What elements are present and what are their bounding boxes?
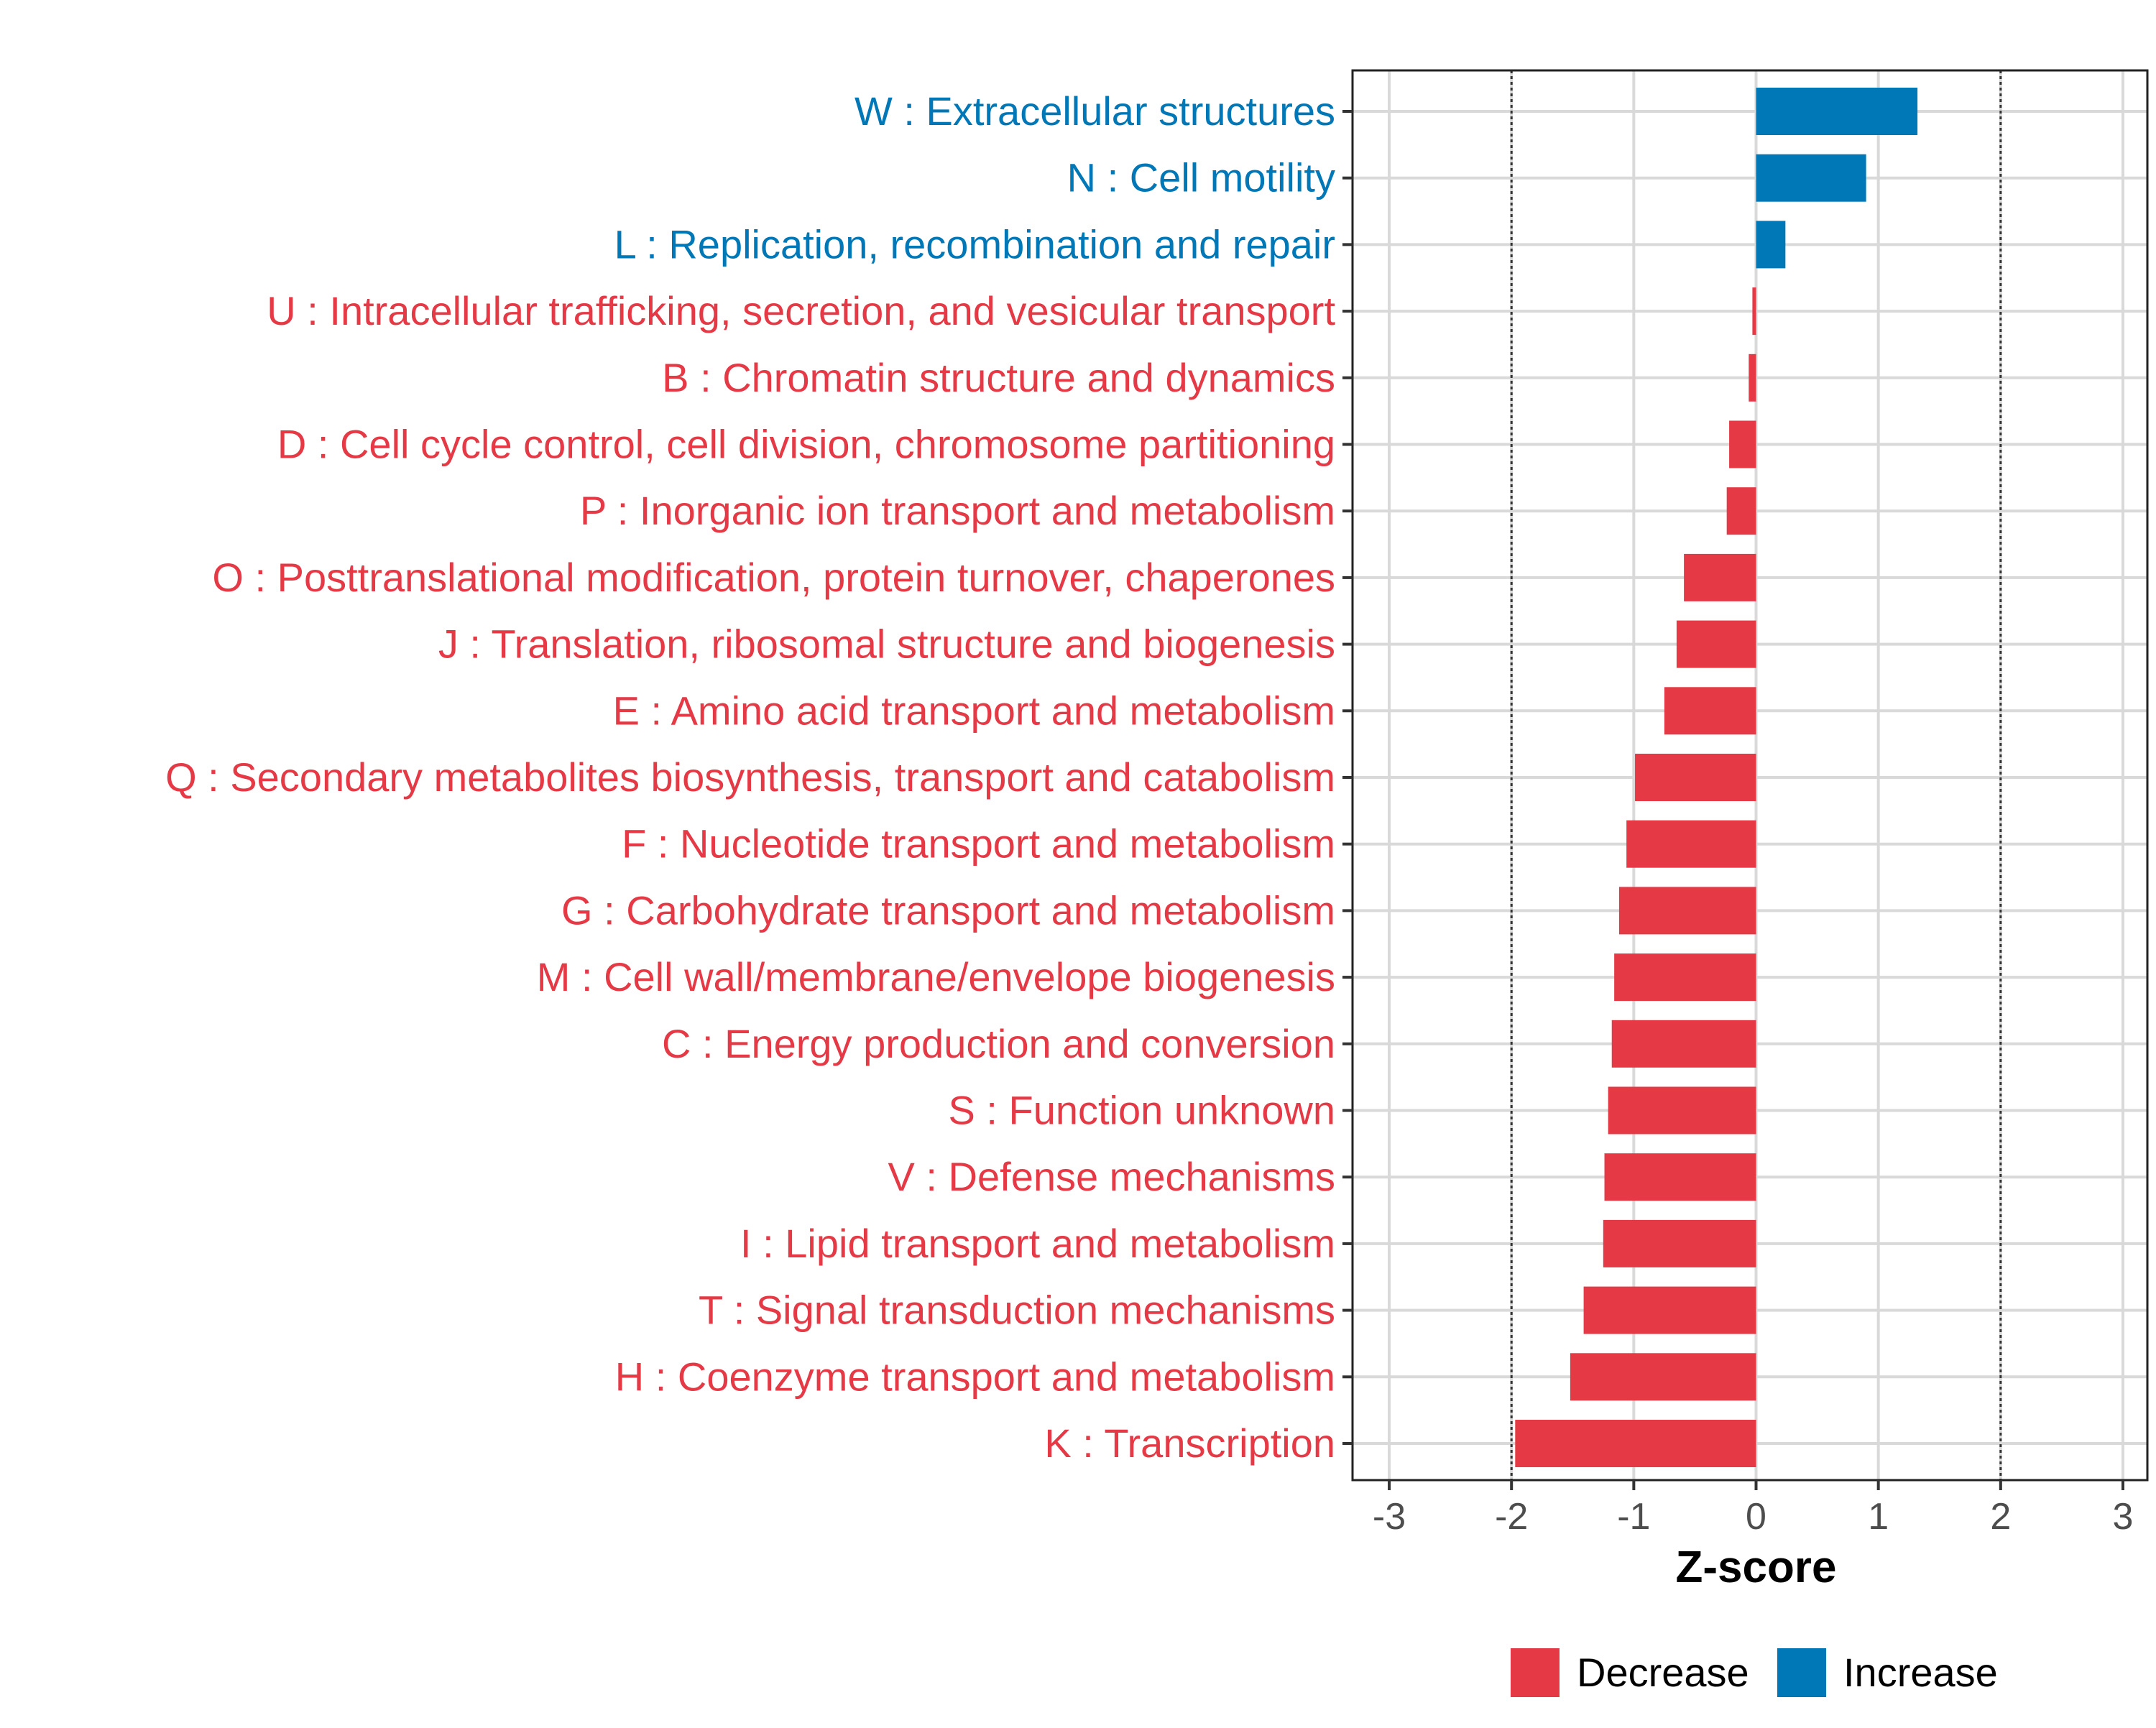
x-tick-label: -3 <box>1373 1496 1406 1538</box>
legend-label: Decrease <box>1577 1650 1749 1695</box>
legend-swatch <box>1511 1648 1560 1697</box>
y-tick-label: L : Replication, recombination and repai… <box>614 221 1335 267</box>
bar <box>1676 620 1756 668</box>
x-tick-label: 3 <box>2113 1496 2134 1538</box>
y-tick-label: N : Cell motility <box>1067 155 1335 200</box>
x-tick-label: 2 <box>1990 1496 2011 1538</box>
y-tick-label: W : Extracellular structures <box>854 88 1335 134</box>
reference-lines <box>1510 70 2002 1480</box>
bar <box>1756 154 1866 202</box>
bar <box>1752 287 1756 336</box>
y-axis: W : Extracellular structures N : Cell mot… <box>165 88 1353 1466</box>
bar <box>1635 754 1756 801</box>
y-tick-label: S : Function unknown <box>948 1088 1335 1133</box>
bar <box>1618 887 1756 935</box>
y-tick-label: E : Amino acid transport and metabolism <box>613 688 1335 733</box>
legend-swatch <box>1777 1648 1826 1697</box>
bar <box>1664 687 1756 735</box>
y-tick-label: P : Inorganic ion transport and metaboli… <box>580 488 1335 533</box>
bar <box>1515 1420 1756 1467</box>
y-tick-label: Q : Secondary metabolites biosynthesis, … <box>165 754 1335 800</box>
y-tick-label: C : Energy production and conversion <box>662 1021 1335 1066</box>
y-tick-label: T : Signal transduction mechanisms <box>699 1288 1335 1333</box>
bar <box>1611 1020 1756 1068</box>
bars <box>1515 88 1918 1467</box>
bar <box>1614 953 1756 1002</box>
bar <box>1729 420 1756 468</box>
legend: Decrease Increase <box>1511 1648 1998 1697</box>
y-tick-label: F : Nucleotide transport and metabolism <box>622 821 1335 867</box>
x-tick-label: 0 <box>1746 1496 1766 1538</box>
y-tick-label: B : Chromatin structure and dynamics <box>662 355 1335 400</box>
bar <box>1570 1353 1756 1401</box>
y-tick-label: V : Defense mechanisms <box>888 1154 1335 1199</box>
bar <box>1604 1153 1756 1201</box>
y-tick-label: I : Lipid transport and metabolism <box>740 1221 1335 1266</box>
bar <box>1749 354 1756 402</box>
bar <box>1756 221 1786 269</box>
bar <box>1684 553 1756 601</box>
y-tick-label: H : Coenzyme transport and metabolism <box>615 1354 1335 1399</box>
y-tick-label: O : Posttranslational modification, prot… <box>212 555 1335 600</box>
x-tick-label: -1 <box>1617 1496 1650 1538</box>
bar <box>1603 1219 1756 1267</box>
y-tick-label: J : Translation, ribosomal structure and… <box>438 622 1335 667</box>
x-tick-label: -2 <box>1495 1496 1528 1538</box>
bar <box>1583 1286 1756 1334</box>
y-tick-label: G : Carbohydrate transport and metabolis… <box>561 887 1335 933</box>
bar <box>1608 1086 1756 1135</box>
bar <box>1626 820 1756 868</box>
x-axis: -3 -2 -1 0 1 2 3 <box>1373 1480 2134 1538</box>
bar <box>1756 88 1918 135</box>
y-tick-label: D : Cell cycle control, cell division, c… <box>277 422 1335 467</box>
y-tick-label: K : Transcription <box>1044 1420 1335 1466</box>
y-tick-label: M : Cell wall/membrane/envelope biogenes… <box>537 954 1335 999</box>
panel-border <box>1351 69 2149 1482</box>
x-tick-label: 1 <box>1868 1496 1889 1538</box>
bar <box>1726 487 1756 535</box>
x-axis-title: Z-score <box>1676 1543 1837 1592</box>
y-tick-label: U : Intracellular trafficking, secretion… <box>267 288 1335 333</box>
legend-label: Increase <box>1843 1650 1998 1695</box>
